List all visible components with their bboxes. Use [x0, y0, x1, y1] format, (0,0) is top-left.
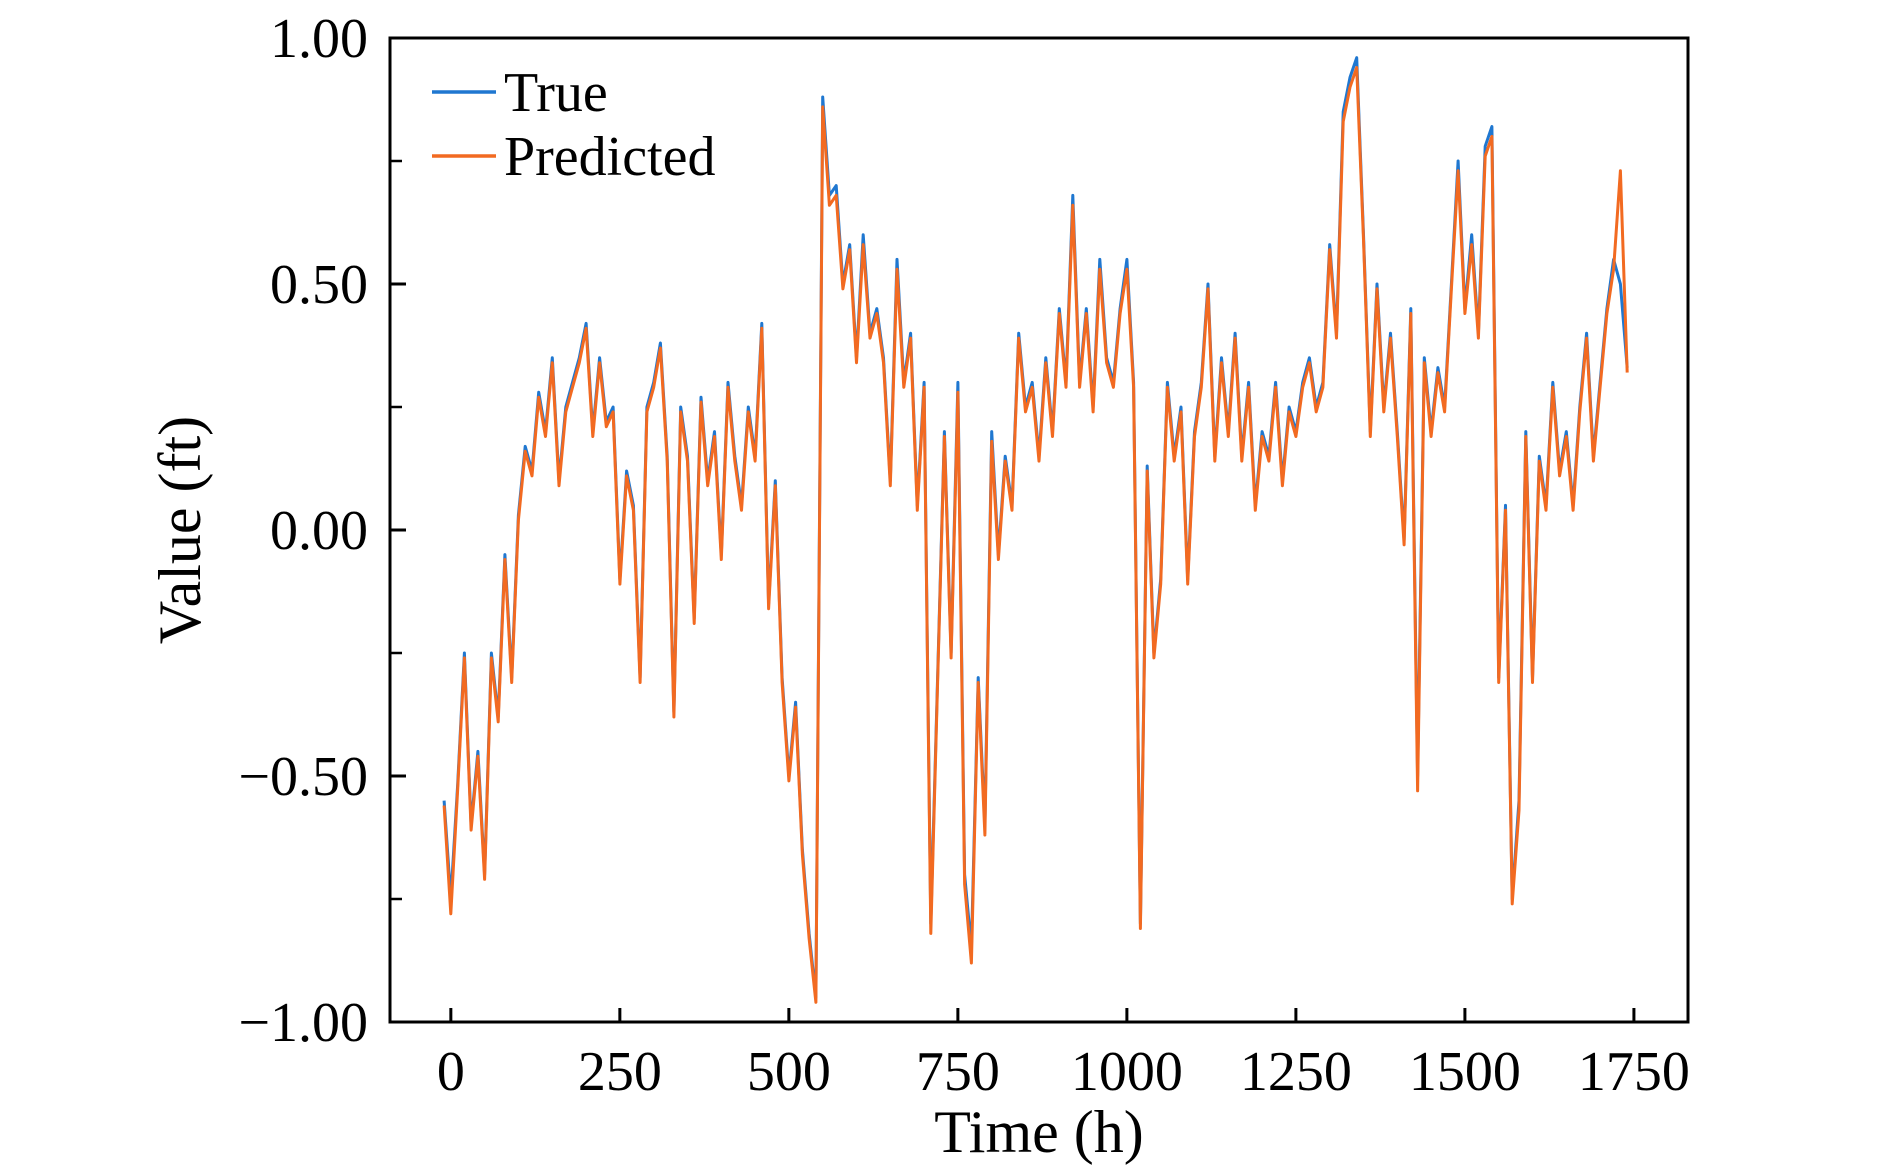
series-line-true — [442, 56, 1629, 999]
y-tick-label: −0.50 — [238, 746, 368, 808]
y-tick-label: 0.00 — [270, 500, 368, 562]
axis-ticks — [390, 36, 1636, 1024]
x-tick-label: 1000 — [1071, 1041, 1183, 1103]
x-tick-label: 1250 — [1240, 1041, 1352, 1103]
x-tick-label: 1500 — [1409, 1041, 1521, 1103]
y-tick-label: 0.50 — [270, 254, 368, 316]
x-tick-label: 250 — [578, 1041, 662, 1103]
series-line-predicted — [442, 66, 1629, 1004]
y-tick-label: 1.00 — [270, 8, 368, 70]
axis-tick-labels: 0 250 500 750 1000 1250 1500 1750 −1.00 −0.50 0.00… — [238, 8, 1690, 1103]
x-tick-label: 1750 — [1578, 1041, 1690, 1103]
y-tick-label: −1.00 — [238, 992, 368, 1054]
y-axis-title: Value (ft) — [147, 416, 213, 644]
x-tick-label: 500 — [747, 1041, 831, 1103]
legend-label-true: True — [504, 62, 608, 124]
x-tick-label: 0 — [437, 1041, 465, 1103]
x-tick-label: 750 — [916, 1041, 1000, 1103]
x-axis-title: Time (h) — [934, 1099, 1143, 1165]
series-layer — [442, 56, 1629, 1004]
legend-label-predicted: Predicted — [504, 126, 715, 188]
